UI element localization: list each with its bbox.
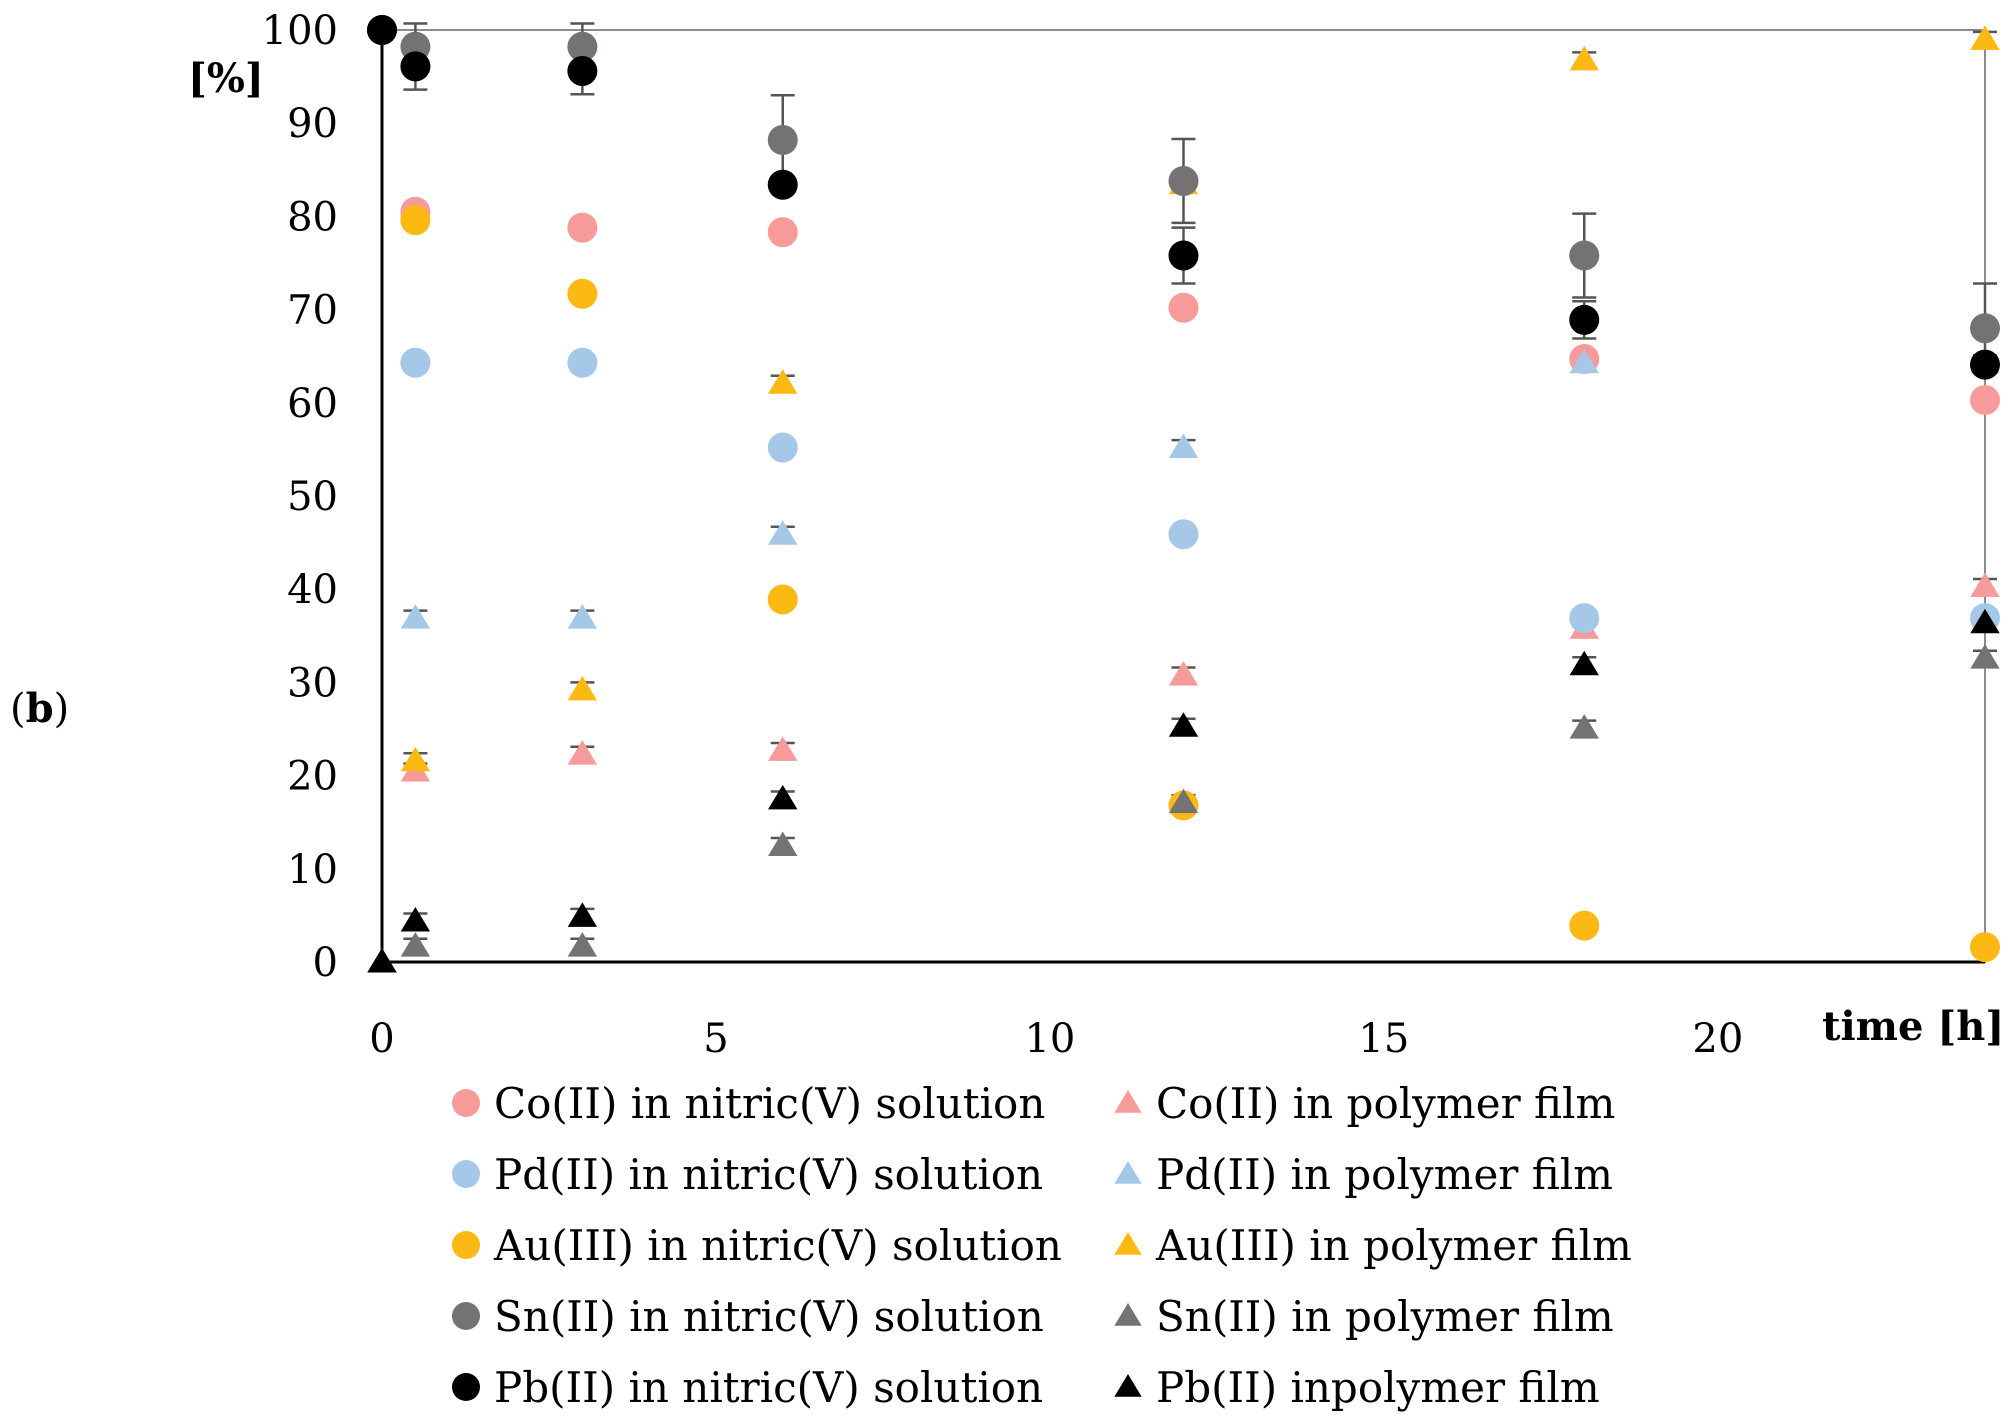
x-axis-ticks: 0 5 10 15 20 bbox=[369, 1016, 1743, 1062]
legend-marker-triangle bbox=[1114, 1090, 1142, 1113]
y-tick-label: 40 bbox=[287, 567, 338, 613]
y-tick-label: 50 bbox=[287, 474, 338, 520]
legend-marker-triangle bbox=[1114, 1374, 1142, 1397]
legend-label: Co(II) in polymer film bbox=[1156, 1079, 1615, 1128]
data-point-circle bbox=[1569, 910, 1600, 941]
x-tick-label: 10 bbox=[1024, 1016, 1075, 1062]
y-tick-label: 10 bbox=[287, 847, 338, 893]
x-tick-label: 5 bbox=[703, 1016, 728, 1062]
data-point-circle bbox=[567, 31, 598, 62]
data-point-circle bbox=[1569, 240, 1600, 271]
data-point-circle bbox=[367, 15, 397, 45]
legend-label: Pb(II) in nitric(V) solution bbox=[494, 1363, 1043, 1412]
data-point-circle bbox=[1970, 385, 2000, 416]
data-point-triangle bbox=[400, 906, 431, 932]
data-point-triangle bbox=[768, 369, 798, 394]
legend-label: Pd(II) in nitric(V) solution bbox=[494, 1150, 1043, 1199]
legend-marker-circle bbox=[452, 1302, 480, 1330]
data-point-triangle bbox=[1168, 660, 1199, 686]
legend-label: Sn(II) in nitric(V) solution bbox=[494, 1292, 1044, 1341]
data-point-circle bbox=[767, 124, 798, 155]
data-point-triangle bbox=[1569, 714, 1599, 739]
data-point-triangle bbox=[1569, 650, 1599, 676]
data-point-circle bbox=[767, 584, 798, 615]
data-point-circle bbox=[567, 56, 598, 87]
data-point-circle bbox=[1168, 240, 1199, 271]
y-tick-label: 30 bbox=[287, 660, 338, 706]
legend-marker-circle bbox=[452, 1373, 480, 1401]
data-point-circle bbox=[567, 347, 598, 378]
data-point-triangle bbox=[400, 746, 431, 772]
data-point-triangle bbox=[567, 740, 598, 765]
data-point-circle bbox=[767, 217, 798, 248]
legend-marker-circle bbox=[452, 1231, 480, 1259]
data-point-triangle bbox=[768, 736, 798, 761]
data-point-triangle bbox=[1970, 644, 2000, 669]
y-tick-label: 80 bbox=[287, 194, 338, 240]
y-tick-label: 0 bbox=[313, 940, 338, 986]
data-point-circle bbox=[1168, 292, 1199, 323]
x-tick-label: 0 bbox=[369, 1016, 394, 1062]
data-point-circle bbox=[1970, 349, 2000, 380]
data-point-circle bbox=[1168, 165, 1199, 196]
legend-label: Pb(II) inpolymer film bbox=[1156, 1363, 1600, 1412]
data-points bbox=[367, 15, 2000, 973]
legend-label: Co(II) in nitric(V) solution bbox=[494, 1079, 1045, 1128]
data-point-triangle bbox=[768, 784, 798, 810]
data-point-triangle bbox=[1970, 608, 2000, 634]
y-tick-label: 20 bbox=[287, 754, 338, 800]
data-point-circle bbox=[400, 51, 431, 82]
data-point-triangle bbox=[567, 604, 598, 629]
data-point-triangle bbox=[1569, 45, 1599, 71]
legend-marker-circle bbox=[452, 1160, 480, 1188]
data-point-triangle bbox=[567, 932, 598, 957]
y-tick-label: 60 bbox=[287, 381, 338, 427]
data-point-circle bbox=[400, 347, 431, 378]
data-point-circle bbox=[767, 169, 798, 200]
data-point-triangle bbox=[1970, 25, 2000, 50]
data-point-triangle bbox=[768, 520, 798, 545]
data-point-triangle bbox=[1168, 788, 1199, 814]
data-point-triangle bbox=[400, 604, 431, 629]
data-point-circle bbox=[1569, 603, 1600, 634]
legend: Co(II) in nitric(V) solution Co(II) in po… bbox=[452, 1079, 1632, 1412]
data-point-triangle bbox=[1569, 348, 1599, 374]
y-axis-title: [%] bbox=[188, 55, 264, 102]
data-point-triangle bbox=[1168, 433, 1199, 459]
data-point-circle bbox=[400, 205, 431, 236]
data-point-circle bbox=[767, 432, 798, 463]
data-point-triangle bbox=[768, 831, 798, 856]
legend-marker-circle bbox=[452, 1089, 480, 1117]
plot-area bbox=[380, 29, 1986, 964]
y-tick-label: 100 bbox=[262, 8, 338, 54]
error-bars bbox=[403, 22, 1997, 956]
data-point-triangle bbox=[1168, 712, 1199, 737]
data-point-circle bbox=[567, 212, 598, 243]
y-axis-ticks: 0 10 20 30 40 50 60 70 80 90 100 bbox=[262, 8, 338, 986]
data-point-circle bbox=[1569, 304, 1600, 335]
x-tick-label: 20 bbox=[1692, 1016, 1743, 1062]
legend-label: Au(III) in nitric(V) solution bbox=[493, 1221, 1062, 1270]
data-point-triangle bbox=[367, 948, 397, 973]
y-tick-label: 90 bbox=[287, 101, 338, 147]
data-point-circle bbox=[567, 278, 598, 309]
data-point-circle bbox=[1168, 519, 1199, 550]
legend-marker-triangle bbox=[1114, 1161, 1142, 1184]
data-point-triangle bbox=[1970, 572, 2000, 597]
data-point-circle bbox=[1970, 313, 2000, 344]
data-point-triangle bbox=[400, 932, 431, 957]
data-point-triangle bbox=[567, 675, 598, 701]
panel-label: (b) bbox=[10, 685, 69, 732]
data-point-circle bbox=[1970, 932, 2000, 963]
legend-label: Sn(II) in polymer film bbox=[1156, 1292, 1614, 1341]
y-tick-label: 70 bbox=[287, 288, 338, 334]
legend-label: Au(III) in polymer film bbox=[1155, 1221, 1632, 1270]
x-tick-label: 15 bbox=[1358, 1016, 1409, 1062]
legend-marker-triangle bbox=[1114, 1303, 1142, 1326]
x-axis-title: time [h] bbox=[1822, 1003, 2004, 1050]
data-point-triangle bbox=[567, 902, 598, 927]
legend-label: Pd(II) in polymer film bbox=[1156, 1150, 1613, 1199]
legend-marker-triangle bbox=[1114, 1232, 1142, 1255]
